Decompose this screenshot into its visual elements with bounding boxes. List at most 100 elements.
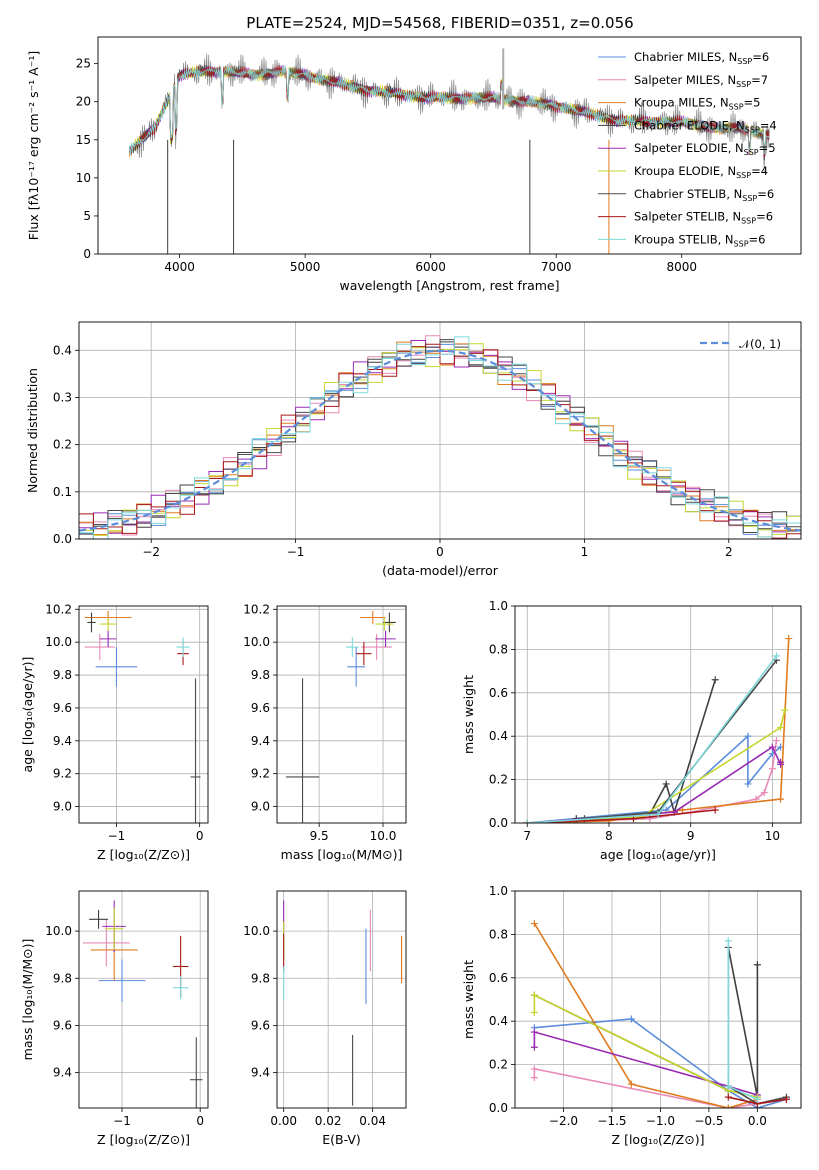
legend-subscript: SSP (737, 57, 752, 66)
weight-marker (530, 1043, 538, 1051)
weight-marker (777, 758, 785, 766)
x-tick-label: 0.00 (270, 1114, 297, 1128)
y-tick-label: 0.3 (53, 390, 72, 404)
x-tick-label: −1 (108, 829, 126, 843)
x-tick-label: 4000 (164, 260, 195, 274)
figure-title: PLATE=2524, MJD=54568, FIBERID=0351, z=0… (246, 14, 633, 32)
mass-vs-EBV-axes: 0.00 0.02 0.04 9.4 9.6 9.8 10.0 E(B-V) (243, 891, 406, 1147)
y-tick-label: 20 (76, 95, 91, 109)
error-bar-point (383, 612, 396, 633)
error-bar-point (360, 610, 386, 625)
spectrum-frame (97, 36, 802, 255)
x-tick-label: −2.0 (549, 1114, 578, 1128)
legend-nssp: =4 (760, 118, 777, 132)
y-tick-label: 0.4 (489, 729, 508, 743)
y-tick-label: 0.2 (489, 773, 508, 787)
y-tick-label: 1.0 (489, 884, 508, 898)
y-tick-label: 9.2 (53, 767, 72, 781)
legend-model: Salpeter ELODIE, N (634, 141, 744, 155)
x-tick-label: 0.04 (359, 1114, 386, 1128)
error-bar-point (190, 678, 201, 823)
legend-label: Salpeter ELODIE, NSSP=5 (634, 141, 776, 157)
y-tick-label: 0.8 (489, 927, 508, 941)
age-vs-mass-frame (276, 605, 407, 824)
y-axis-label: mass weight (461, 675, 476, 754)
legend-model: Chabrier MILES, N (634, 50, 737, 64)
legend-nssp: =6 (752, 50, 769, 64)
weight-marker (627, 1080, 635, 1088)
weight-marker (711, 806, 719, 814)
y-tick-label: 25 (76, 57, 91, 71)
x-tick-label: 0.02 (315, 1114, 342, 1128)
x-axis-label: Z [log₁₀(Z/Z⊙)] (97, 847, 190, 862)
weight-marker (679, 806, 687, 814)
legend-model: Kroupa ELODIE, N (634, 164, 736, 178)
weight-series-line (527, 710, 786, 823)
error-bar-point (361, 633, 392, 661)
x-tick-label: −1 (113, 1114, 131, 1128)
legend-subscript: SSP (736, 80, 751, 89)
y-tick-label: 0.1 (53, 485, 72, 499)
y-tick-label: 9.8 (53, 668, 72, 682)
age-vs-mass-plot-area (285, 610, 396, 823)
x-tick-label: 9.5 (310, 829, 329, 843)
x-tick-label: 9 (687, 829, 695, 843)
error-bar-point (98, 959, 146, 1002)
y-tick-label: 9.4 (53, 734, 72, 748)
y-tick-label: 5 (83, 209, 91, 223)
weight-marker (724, 1104, 732, 1108)
error-bar-point (356, 642, 372, 666)
x-tick-label: 10 (765, 829, 780, 843)
y-tick-label: 0.2 (489, 1058, 508, 1072)
y-axis-label: mass weight (461, 960, 476, 1039)
weight-marker (530, 1009, 538, 1017)
model-spectrum (129, 64, 770, 156)
normal-curve (79, 349, 801, 532)
y-tick-label: 0.0 (489, 816, 508, 830)
weight-marker (711, 676, 719, 684)
y-tick-label: 0.0 (489, 1101, 508, 1115)
legend-model: Salpeter STELIB, N (634, 210, 741, 224)
weight-marker (627, 1015, 635, 1023)
x-tick-label: 8000 (666, 260, 697, 274)
weight-marker (530, 920, 538, 928)
weight-vs-age-plot-area (523, 635, 793, 823)
y-tick-label: 1.0 (489, 599, 508, 613)
error-bar-point (82, 919, 130, 967)
legend-subscript: SSP (734, 239, 749, 248)
weight-marker (662, 780, 670, 788)
weight-series-line (527, 638, 790, 823)
weight-marker (760, 789, 768, 797)
y-tick-label: 0.2 (53, 438, 72, 452)
x-tick-label: 5000 (290, 260, 321, 274)
spectrum-axes: 4000 5000 6000 7000 8000 0 5 10 15 20 25 wavelength… (26, 51, 697, 293)
residual-histogram (79, 339, 801, 535)
x-tick-label: 0 (196, 1114, 204, 1128)
error-bar-point (285, 678, 320, 823)
weight-marker (530, 1028, 538, 1036)
weight-series-line (533, 1030, 758, 1096)
weight-series-line (527, 655, 778, 823)
residuals-frame (78, 321, 802, 540)
mass-vs-Z-axes: −1 0 9.4 9.6 9.8 10.0 Z [log₁₀(Z/Z⊙)] mass [log… (20, 891, 208, 1147)
x-tick-label: −2 (142, 545, 160, 559)
y-tick-label: 0.6 (489, 686, 508, 700)
age-vs-Z-frame (78, 605, 209, 824)
y-tick-label: 9.4 (53, 1066, 72, 1080)
y-tick-label: 15 (76, 133, 91, 147)
legend-subscript: SSP (745, 125, 760, 134)
legend-label: Chabrier ELODIE, NSSP=4 (634, 118, 777, 134)
weight-series-line (527, 734, 782, 823)
error-bar-point (345, 637, 359, 657)
y-tick-label: 9.8 (251, 668, 270, 682)
legend-label: 𝒩(0, 1) (739, 337, 781, 351)
age-vs-mass-axes: 9.5 10.0 9.0 9.2 9.4 9.6 9.8 10.0 10.2 mass [log₁… (243, 602, 406, 862)
error-bar-point (84, 633, 115, 661)
error-bar-point (89, 909, 108, 929)
age-vs-Z-plot-area (84, 610, 201, 823)
error-bar-point (375, 617, 394, 631)
weight-marker (724, 1093, 732, 1101)
weight-marker (530, 1074, 538, 1082)
x-tick-label: −1 (287, 545, 305, 559)
weight-marker (744, 780, 752, 788)
